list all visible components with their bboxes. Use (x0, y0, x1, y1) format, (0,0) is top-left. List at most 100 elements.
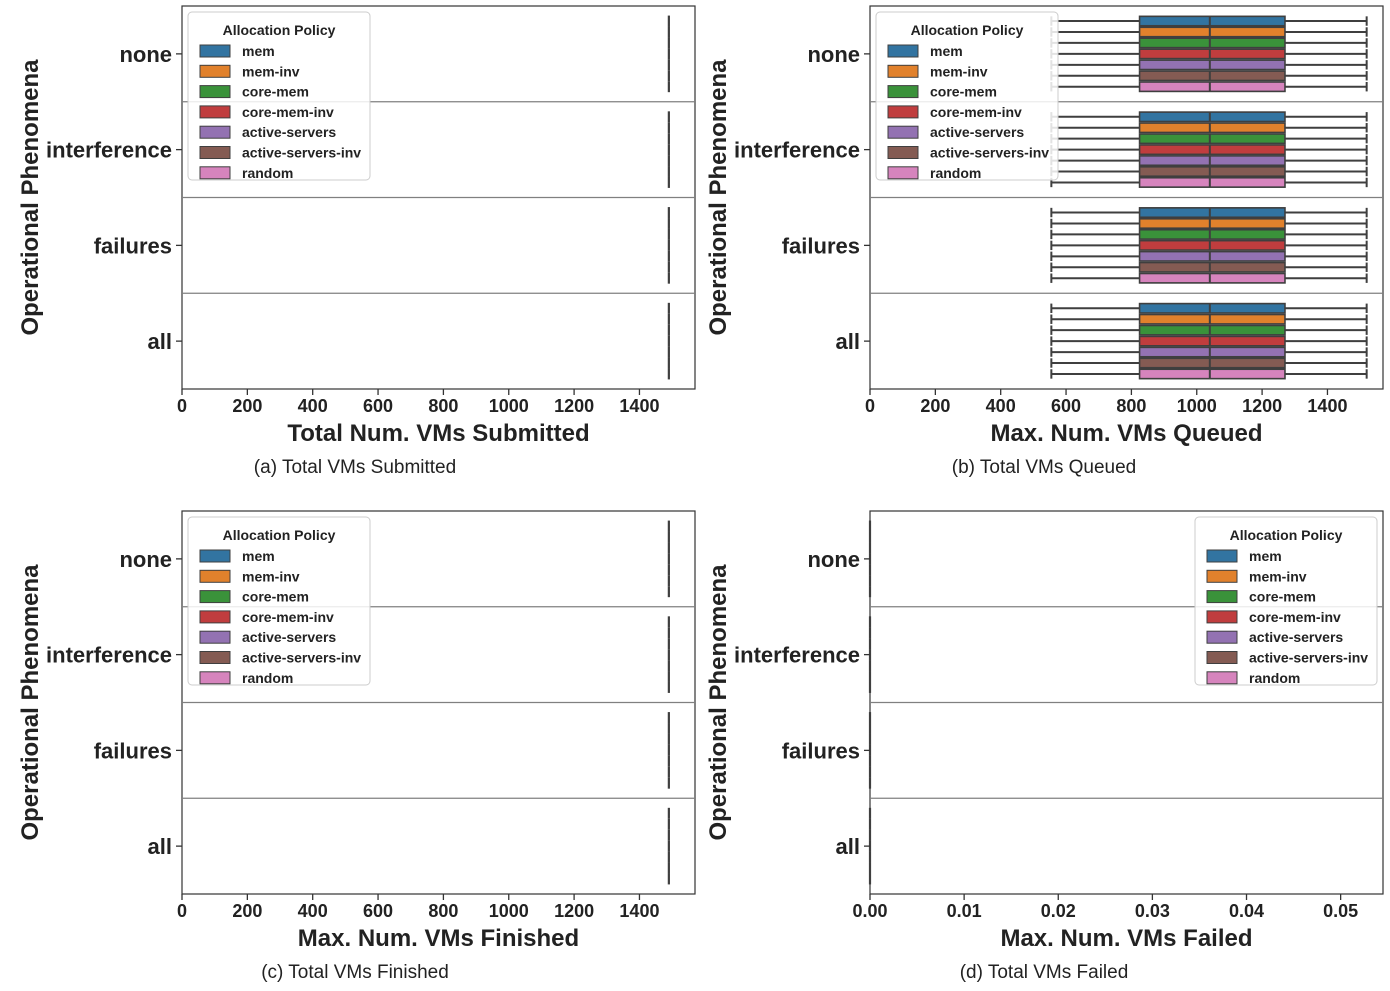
x-tick-label: 1000 (1177, 396, 1217, 416)
legend-frame (187, 11, 371, 181)
legend-label: core-mem-inv (930, 104, 1022, 120)
box-random-failures (1050, 272, 1368, 284)
legend: Allocation Policy mem mem-inv core-mem core-… (1194, 516, 1378, 686)
y-category-label: all (836, 834, 860, 859)
x-tick-label: 1000 (489, 396, 529, 416)
box-body (1138, 261, 1286, 273)
y-axis-label: Operational Phenomena (705, 564, 732, 841)
x-tick-label: 1400 (619, 396, 659, 416)
legend-title: Allocation Policy (1230, 527, 1343, 543)
x-tick-label: 200 (232, 396, 262, 416)
legend-swatch (1206, 610, 1238, 624)
x-tick-label: 400 (298, 901, 328, 921)
legend-title: Allocation Policy (911, 22, 1024, 38)
legend-swatch (199, 125, 231, 139)
x-tick-label: 200 (920, 396, 950, 416)
x-tick-label: 1000 (489, 901, 529, 921)
box-body (1138, 122, 1286, 134)
x-tick-label: 0.02 (1041, 901, 1076, 921)
legend-label: active-servers (930, 124, 1024, 140)
box-core-mem-interference (1050, 133, 1368, 145)
chart-panel-4: 0.00 0.01 0.02 0.03 0.04 0.05 none interference… (705, 510, 1384, 983)
y-category-label: failures (94, 233, 172, 258)
x-tick-label: 600 (363, 396, 393, 416)
x-tick-label: 800 (428, 901, 458, 921)
legend-swatch (199, 146, 231, 159)
legend-label: core-mem (930, 84, 997, 100)
x-tick-label: 600 (1051, 396, 1081, 416)
legend-swatch (199, 64, 231, 78)
legend-frame (1194, 516, 1378, 686)
box-mem-interference (1050, 111, 1368, 123)
box-active-servers-inv-interference (1050, 166, 1368, 178)
legend-label: mem-inv (1249, 568, 1307, 584)
x-tick-label: 0 (177, 901, 187, 921)
box-body (1138, 176, 1286, 188)
box-body (1138, 335, 1286, 347)
legend-label: mem-inv (242, 568, 300, 584)
box-random-all (1050, 368, 1368, 380)
x-tick-label: 1200 (554, 396, 594, 416)
legend-swatch (887, 64, 919, 78)
x-tick-label: 800 (428, 396, 458, 416)
box-core-mem-all (1050, 324, 1368, 336)
box-mem-inv-all (1050, 313, 1368, 325)
box-active-servers-inv-failures (1050, 261, 1368, 273)
box-body (1138, 144, 1286, 156)
y-axis-label: Operational Phenomena (17, 59, 44, 336)
legend-label: random (930, 165, 981, 181)
legend: Allocation Policy mem mem-inv core-mem core-… (187, 516, 371, 686)
x-axis-label: Max. Num. VMs Finished (298, 925, 579, 952)
legend-label: random (242, 165, 293, 181)
legend-swatch (199, 44, 231, 58)
box-core-mem-failures (1050, 228, 1368, 240)
y-category-label: failures (94, 738, 172, 763)
legend-title: Allocation Policy (223, 22, 336, 38)
box-body (1138, 207, 1286, 219)
box-body (1138, 272, 1286, 284)
legend-swatch (887, 105, 919, 119)
box-core-mem-none (1050, 37, 1368, 49)
legend-swatch (199, 651, 231, 664)
x-tick-label: 200 (232, 901, 262, 921)
box-body (1138, 313, 1286, 325)
y-axis-label: Operational Phenomena (17, 564, 44, 841)
legend-frame (875, 11, 1059, 181)
box-body (1138, 357, 1286, 369)
legend-label: core-mem-inv (242, 104, 334, 120)
legend-label: active-servers-inv (930, 145, 1049, 161)
y-category-label: all (148, 834, 172, 859)
y-axis-label: Operational Phenomena (705, 59, 732, 336)
legend-swatch (199, 105, 231, 119)
x-tick-label: 0 (865, 396, 875, 416)
legend-label: core-mem (1249, 589, 1316, 605)
y-category-label: interference (46, 643, 172, 668)
chart-panel-3: 0 200 400 600 800 1000 1200 1400 none interferenc… (17, 510, 696, 983)
box-body (1138, 324, 1286, 336)
legend-swatch (1206, 630, 1238, 644)
box-body (1138, 302, 1286, 314)
x-axis-label: Max. Num. VMs Queued (990, 420, 1262, 447)
x-tick-label: 1200 (554, 901, 594, 921)
legend-label: active-servers-inv (242, 650, 361, 666)
box-body (1138, 239, 1286, 251)
y-category-label: all (148, 329, 172, 354)
panel-caption: (c) Total VMs Finished (261, 962, 449, 983)
box-mem-inv-interference (1050, 122, 1368, 134)
legend-frame (187, 516, 371, 686)
x-tick-label: 600 (363, 901, 393, 921)
box-active-servers-interference (1050, 155, 1368, 167)
box-mem-inv-none (1050, 26, 1368, 38)
legend-label: active-servers (242, 629, 336, 645)
legend-swatch (1206, 671, 1238, 685)
legend-label: active-servers (242, 124, 336, 140)
x-tick-label: 0.04 (1229, 901, 1264, 921)
legend-label: random (242, 670, 293, 686)
box-active-servers-none (1050, 59, 1368, 71)
chart-panel-1: 0 200 400 600 800 1000 1200 1400 none interferenc… (17, 5, 696, 478)
legend-label: core-mem (242, 84, 309, 100)
box-active-servers-inv-all (1050, 357, 1368, 369)
box-core-mem-inv-failures (1050, 239, 1368, 251)
x-axis-label: Max. Num. VMs Failed (1000, 925, 1252, 952)
